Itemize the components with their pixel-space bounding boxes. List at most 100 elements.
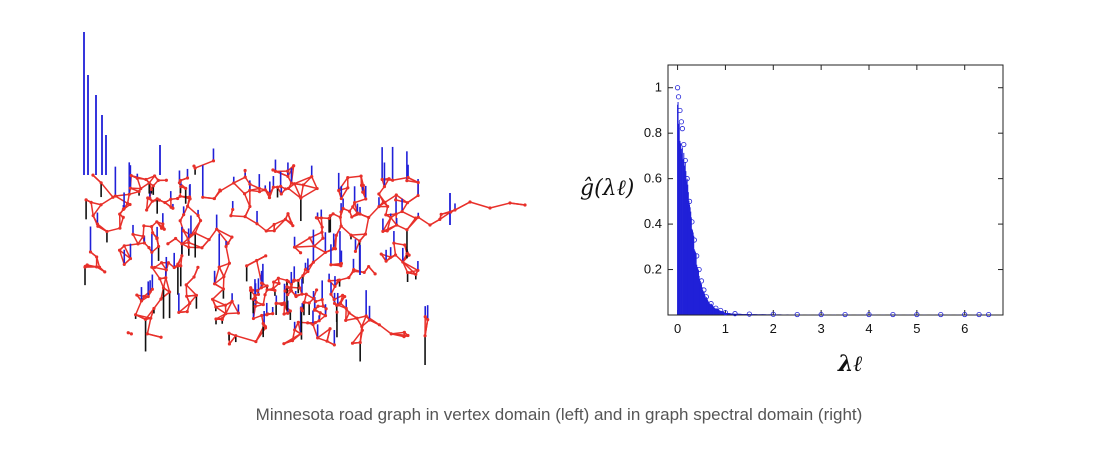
- graph-node: [289, 289, 294, 293]
- graph-node: [227, 331, 231, 335]
- graph-edge: [146, 318, 152, 334]
- graph-node: [166, 242, 170, 246]
- graph-node: [220, 317, 224, 321]
- graph-node: [394, 212, 398, 216]
- graph-node: [343, 294, 347, 299]
- graph-node: [367, 264, 371, 269]
- graph-edge: [287, 213, 292, 224]
- graph-node: [355, 211, 360, 215]
- graph-node: [329, 292, 333, 296]
- graph-edge: [225, 312, 239, 315]
- graph-node: [296, 320, 300, 324]
- data-point: [701, 287, 707, 293]
- graph-node: [125, 201, 130, 205]
- graph-node: [186, 204, 190, 208]
- data-point: [696, 266, 702, 273]
- graph-node: [328, 214, 332, 218]
- graph-edge: [218, 266, 225, 277]
- graph-node: [263, 326, 268, 330]
- graph-edge: [123, 245, 132, 259]
- graph-node: [189, 233, 193, 237]
- graph-node: [359, 174, 363, 178]
- graph-node: [321, 236, 325, 240]
- graph-edge: [244, 215, 258, 225]
- graph-node: [286, 186, 290, 191]
- graph-edge: [316, 217, 323, 228]
- data-point: [675, 94, 682, 100]
- graph-node: [136, 242, 140, 246]
- graph-edge: [391, 333, 405, 338]
- graph-edge: [347, 175, 362, 179]
- graph-node: [423, 315, 427, 319]
- graph-node: [260, 313, 264, 318]
- graph-node: [105, 229, 109, 234]
- graph-edge: [309, 231, 323, 239]
- graph-edge: [406, 194, 419, 204]
- graph-node: [405, 179, 409, 183]
- graph-node: [232, 181, 236, 185]
- graph-edge: [268, 186, 275, 198]
- graph-edge: [382, 217, 392, 232]
- graph-edge: [145, 200, 153, 211]
- graph-node: [150, 225, 154, 229]
- graph-node: [291, 224, 295, 228]
- graph-node: [416, 268, 420, 273]
- graph-edge: [231, 300, 240, 314]
- graph-node: [172, 265, 176, 270]
- graph-node: [289, 282, 293, 287]
- graph-node: [301, 274, 305, 278]
- graph-node: [267, 196, 272, 200]
- y-axis-ticks: 0.2 0.4 0.6 0.8 1: [644, 80, 1003, 277]
- graph-node: [358, 340, 362, 345]
- data-point: [678, 119, 685, 125]
- graph-signal-bars: [83, 32, 456, 365]
- graph-node: [346, 176, 350, 180]
- graph-node: [254, 339, 258, 344]
- graph-node: [121, 215, 125, 219]
- graph-edge: [300, 187, 318, 199]
- graph-node: [254, 300, 258, 304]
- graph-node: [196, 213, 200, 218]
- graph-edge: [326, 328, 331, 342]
- graph-edge: [424, 319, 429, 336]
- graph-node: [325, 339, 329, 343]
- graph-node: [314, 216, 319, 220]
- graph-node: [383, 200, 387, 204]
- graph-node: [373, 272, 377, 276]
- graph-node: [338, 215, 342, 219]
- data-point: [713, 305, 719, 311]
- graph-node: [127, 192, 131, 196]
- graph-node: [95, 255, 99, 259]
- graph-node: [242, 192, 247, 196]
- x-tick-label: 4: [865, 321, 872, 336]
- graph-node: [177, 310, 181, 315]
- graph-node: [186, 237, 190, 241]
- graph-node: [329, 263, 333, 267]
- graph-node: [182, 213, 186, 217]
- graph-node: [286, 279, 290, 284]
- graph-node: [402, 330, 406, 334]
- graph-node: [416, 180, 420, 185]
- graph-node: [147, 181, 151, 185]
- graph-node: [338, 301, 343, 305]
- graph-edge: [402, 261, 417, 275]
- graph-node: [364, 314, 368, 318]
- graph-node: [161, 222, 165, 226]
- graph-node: [271, 286, 275, 291]
- graph-node: [230, 299, 234, 303]
- graph-edge: [244, 206, 251, 217]
- graph-node: [122, 262, 126, 267]
- graph-node: [324, 307, 328, 311]
- graph-edge: [185, 284, 197, 296]
- graph-edge: [202, 196, 215, 200]
- graph-edge: [215, 304, 226, 308]
- graph-node: [363, 232, 368, 236]
- graph-node: [196, 265, 200, 270]
- graph-node: [405, 228, 409, 232]
- y-tick-label: 0.8: [644, 125, 662, 140]
- graph-node: [423, 334, 427, 338]
- graph-node: [353, 249, 358, 253]
- graph-node: [243, 215, 247, 219]
- graph-edge: [190, 220, 202, 236]
- graph-edge: [273, 218, 286, 226]
